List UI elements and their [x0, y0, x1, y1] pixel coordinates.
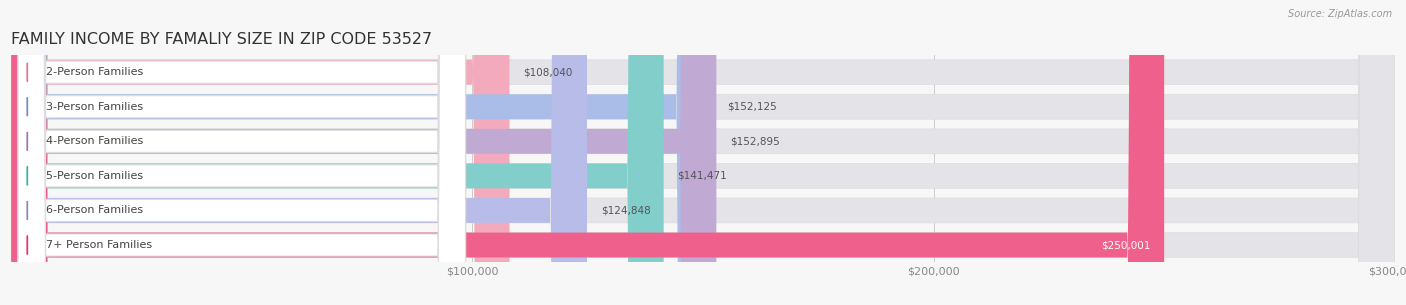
FancyBboxPatch shape — [11, 0, 1395, 305]
Text: $152,895: $152,895 — [730, 136, 780, 146]
FancyBboxPatch shape — [18, 0, 465, 305]
Text: 6-Person Families: 6-Person Families — [46, 206, 143, 215]
Text: 5-Person Families: 5-Person Families — [46, 171, 143, 181]
FancyBboxPatch shape — [11, 0, 664, 305]
Text: 4-Person Families: 4-Person Families — [46, 136, 143, 146]
FancyBboxPatch shape — [11, 0, 509, 305]
FancyBboxPatch shape — [18, 0, 465, 305]
FancyBboxPatch shape — [11, 0, 588, 305]
FancyBboxPatch shape — [11, 0, 1395, 305]
FancyBboxPatch shape — [18, 0, 465, 305]
Text: 2-Person Families: 2-Person Families — [46, 67, 143, 77]
Text: Source: ZipAtlas.com: Source: ZipAtlas.com — [1288, 9, 1392, 19]
FancyBboxPatch shape — [11, 0, 713, 305]
FancyBboxPatch shape — [11, 0, 1395, 305]
Text: $124,848: $124,848 — [600, 206, 651, 215]
Text: FAMILY INCOME BY FAMALIY SIZE IN ZIP CODE 53527: FAMILY INCOME BY FAMALIY SIZE IN ZIP COD… — [11, 32, 433, 47]
FancyBboxPatch shape — [11, 0, 716, 305]
Text: $152,125: $152,125 — [727, 102, 776, 112]
Text: 7+ Person Families: 7+ Person Families — [46, 240, 152, 250]
FancyBboxPatch shape — [18, 0, 465, 305]
Text: $141,471: $141,471 — [678, 171, 727, 181]
FancyBboxPatch shape — [11, 0, 1164, 305]
FancyBboxPatch shape — [11, 0, 1395, 305]
FancyBboxPatch shape — [18, 0, 465, 305]
FancyBboxPatch shape — [11, 0, 1395, 305]
Text: $108,040: $108,040 — [523, 67, 572, 77]
Text: $250,001: $250,001 — [1101, 240, 1150, 250]
FancyBboxPatch shape — [18, 0, 465, 305]
FancyBboxPatch shape — [11, 0, 1395, 305]
Text: 3-Person Families: 3-Person Families — [46, 102, 143, 112]
